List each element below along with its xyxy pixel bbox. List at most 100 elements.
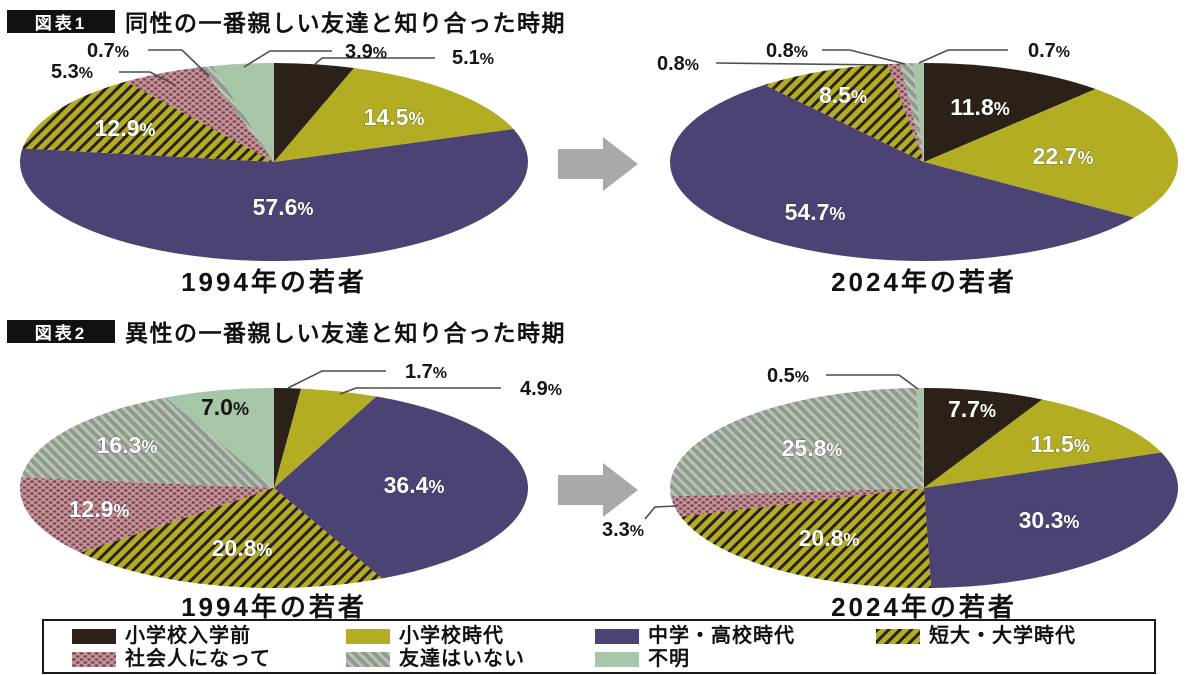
leader-line-working-adult [644,505,677,520]
pie-slice-working-adult [126,67,274,162]
percent-label-pre-elementary: 11.8% [950,94,1010,120]
pie-fig2-2024年の若者 [669,388,1179,589]
leader-line-pre-elementary [287,370,386,389]
legend-item-unknown: 不明 [595,648,690,670]
caption-fig1-1994: 1994年の若者 [181,267,367,297]
figure-1-badge: 図表1 [7,9,115,33]
percent-label-elementary: 14.5% [364,104,425,130]
pie-slice-no-friends [669,388,924,497]
pie-slice-working-adult [670,488,924,517]
pie-slice-junior-senior-high [19,129,528,261]
pie-slice-pre-elementary [924,388,1043,488]
legend-label-no-friends: 友達はいない [399,648,525,670]
pie-slice-elementary [274,388,377,488]
percent-label-college: 8.5% [819,82,867,108]
legend-label-college: 短大・大学時代 [929,625,1076,647]
percent-label-working-adult: 5.3% [51,61,93,83]
legend-swatch-junior-senior-high [595,628,639,644]
pie-slice-no-friends [201,65,274,162]
pie-charts-layer [19,63,1179,589]
percent-label-unknown: 3.9% [345,41,387,63]
percent-label-no-friends: 0.8% [766,40,808,62]
figure-2-title-text: 異性の一番親しい友達と知り合った時期 [125,320,566,346]
percent-label-elementary: 11.5% [1030,431,1090,457]
legend-item-pre-elementary: 小学校入学前 [72,625,251,647]
figure-1-title-text: 同性の一番親しい友達と知り合った時期 [125,10,566,36]
pie-fig1-2024年の若者 [670,63,1178,261]
percent-label-college: 20.8% [212,535,273,561]
legend-swatch-pre-elementary [72,628,116,644]
percent-labels-layer: 5.1%14.5%57.6%12.9%5.3%0.7% 3.9%11.8%22.7… [51,40,1094,562]
percent-label-working-adult: 3.3% [602,519,644,541]
pie-slice-elementary [274,68,514,162]
legend-swatch-no-friends [346,651,390,667]
pie-slice-no-friends [21,397,275,488]
pie-slice-unknown [212,63,274,162]
legend-box: 小学校入学前 小学校時代 中学・高校時代 短大・大学時代社会人になって 友達はいない 不明 [42,619,1156,674]
percent-label-junior-senior-high: 36.4% [384,472,445,498]
legend-label-pre-elementary: 小学校入学前 [125,625,251,647]
figure-2-badge: 図表2 [7,319,115,343]
arrow-right-icon [558,463,638,517]
pie-slice-pre-elementary [274,388,302,488]
pie-fig1-1994年の若者 [19,63,528,261]
pie-slice-unknown [912,63,924,162]
figure-1-title: 図表1 同性の一番親しい友達と知り合った時期 [7,4,566,38]
pie-slice-college [80,488,383,588]
caption-fig2-2024: 2024年の若者 [831,592,1017,622]
caption-fig1-2024: 2024年の若者 [831,267,1017,297]
legend-label-elementary: 小学校時代 [399,625,504,647]
pie-slice-junior-senior-high [924,452,1179,588]
legend-label-working-adult: 社会人になって [125,648,271,670]
percent-label-junior-senior-high: 57.6% [253,194,314,220]
pie-slice-elementary [924,399,1162,488]
pie-slice-junior-senior-high [274,396,528,579]
percent-label-junior-senior-high: 30.3% [1019,507,1080,533]
legend-item-working-adult: 社会人になって [72,648,271,670]
percent-label-working-adult: 12.9% [69,496,130,522]
arrows-layer [558,137,638,517]
pie-slice-college [680,488,932,589]
percent-label-elementary: 4.9% [520,378,562,400]
pie-slice-elementary [924,88,1178,218]
legend-swatch-college [876,628,920,644]
pie-slice-pre-elementary [924,63,1096,162]
percent-label-no-friends: 0.7% [87,40,129,62]
legend-swatch-unknown [595,651,639,667]
leader-line-elementary [339,387,501,395]
leader-line-unknown [243,50,332,68]
legend-item-no-friends: 友達はいない [346,648,525,670]
leader-line-unknown [826,374,919,390]
percent-label-no-friends: 25.8% [782,435,843,461]
legend-item-elementary: 小学校時代 [346,625,504,647]
percent-label-unknown: 0.7% [1028,40,1070,62]
leader-line-unknown [918,49,1008,64]
pie-slice-unknown [916,388,924,488]
percent-label-elementary: 22.7% [1033,143,1094,169]
legend-item-junior-senior-high: 中学・高校時代 [595,625,795,647]
legend-label-unknown: 不明 [648,648,690,670]
percent-label-pre-elementary: 7.7% [948,396,996,422]
percent-label-pre-elementary: 1.7% [405,361,447,383]
legend-label-junior-senior-high: 中学・高校時代 [648,625,795,647]
leader-line-working-adult [715,62,889,66]
percent-label-unknown: 0.5% [767,365,809,387]
caption-fig2-1994: 1994年の若者 [181,592,367,622]
percent-label-junior-senior-high: 54.7% [785,199,846,225]
figure-2-title: 図表2 異性の一番親しい友達と知り合った時期 [7,314,566,348]
percent-label-no-friends: 16.3% [97,432,158,458]
percent-label-pre-elementary: 5.1% [452,47,494,69]
pie-slice-junior-senior-high [670,84,1135,261]
legend-item-college: 短大・大学時代 [876,625,1076,647]
pie-slice-working-adult [887,63,924,162]
leader-lines-layer [119,49,1008,520]
percent-label-college: 12.9% [95,115,156,141]
leader-line-pre-elementary [314,57,435,65]
pie-slice-unknown [165,388,274,488]
pie-fig2-1994年の若者 [20,388,528,588]
leader-line-no-friends [822,49,906,65]
leader-line-no-friends [148,49,210,77]
percent-label-college: 20.8% [799,525,860,551]
percent-label-working-adult: 0.8% [657,53,699,75]
